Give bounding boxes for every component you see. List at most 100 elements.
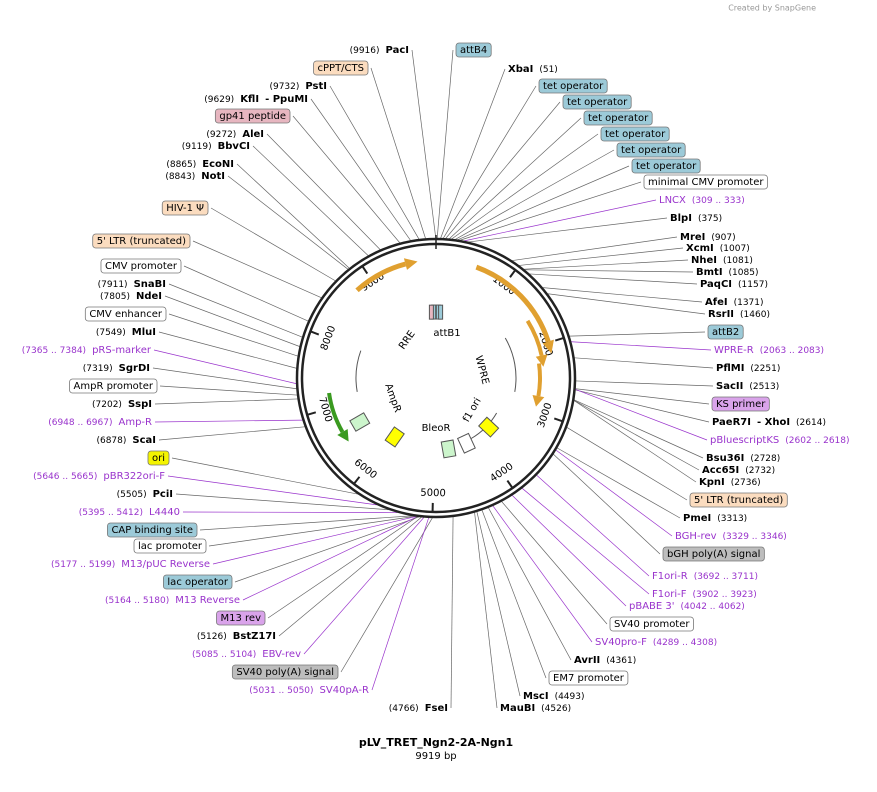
box: [69, 378, 158, 394]
leader-line: [575, 388, 710, 405]
leader-line: [512, 236, 678, 261]
enzyme-label: (5126) BstZ17I: [197, 631, 276, 642]
enzyme-label: BlpI (375): [670, 213, 722, 224]
label-name: BGH-rev: [675, 531, 717, 542]
feature-block: [384, 426, 405, 448]
box: [548, 670, 629, 686]
leader-line: [370, 67, 426, 239]
feature-arc: [475, 264, 551, 343]
label-position: (4289 .. 4308): [653, 638, 717, 648]
label-position: (51): [539, 65, 557, 75]
feature-box: KS primer: [711, 396, 770, 412]
enzyme-label: Acc65I (2732): [702, 465, 775, 476]
leader-line: [440, 68, 506, 239]
feature-box: tet operator: [562, 94, 632, 110]
leader-line: [542, 287, 703, 303]
primer-label: LNCX (309 .. 333): [659, 195, 745, 206]
label-position: (5085 .. 5104): [192, 650, 256, 660]
enzyme-label: (8843) NotI: [165, 171, 225, 182]
label-position: (6878): [96, 436, 126, 446]
feature-name: tet operator: [543, 81, 604, 92]
feature-box: tet operator: [616, 142, 686, 158]
label-name: ScaI: [132, 435, 156, 446]
label-name: pBABE 3': [629, 601, 675, 612]
feature-box: EM7 promoter: [548, 670, 629, 686]
feature-arc: [525, 319, 544, 356]
feature-box: cPPT/CTS: [313, 60, 369, 76]
leader-line: [547, 293, 706, 315]
label-alias: - XhoI: [757, 417, 790, 428]
leader-line: [519, 247, 684, 266]
feature-label: BleoR: [422, 423, 451, 434]
enzyme-label: (9629) KflI - PpuMI: [204, 94, 308, 105]
leader-line: [468, 217, 668, 243]
label-name: EcoNI: [202, 159, 234, 170]
label-name: XbaI: [508, 64, 533, 75]
label-position: (2513): [749, 382, 779, 392]
feature-name: SV40 promoter: [614, 619, 690, 630]
enzyme-label: AfeI (1371): [705, 297, 764, 308]
label-position: (2728): [750, 454, 780, 464]
box: [92, 233, 191, 249]
label-position: (4361): [606, 656, 636, 666]
feature-name: CAP binding site: [111, 525, 193, 536]
backbone: 100020003000400050006000700080009000RREa…: [295, 235, 577, 519]
label-name: PmeI: [683, 513, 711, 524]
leader-line: [574, 400, 700, 471]
label-position: (3329 .. 3346): [723, 532, 787, 542]
leader-line: [159, 385, 298, 396]
label-position: (7911): [98, 280, 128, 290]
feature-label: f1 ori: [461, 396, 484, 424]
label-position: (3692 .. 3711): [694, 572, 758, 582]
label-alias: - PpuMI: [265, 94, 308, 105]
label-position: (9272): [206, 130, 236, 140]
feature-box: AmpR promoter: [69, 378, 158, 394]
box: [214, 108, 291, 124]
leader-line: [267, 516, 418, 619]
primer-label: WPRE-R (2063 .. 2083): [714, 345, 824, 356]
enzyme-label: PflMI (2251): [716, 363, 780, 374]
inner-ring: [300, 242, 572, 514]
label-name: BmtI: [696, 267, 723, 278]
enzyme-label: RsrII (1460): [708, 309, 770, 320]
leader-line: [192, 240, 322, 299]
feature-name: CMV enhancer: [89, 309, 163, 320]
credit: Created by SnapGene: [728, 4, 816, 13]
feature-arc: [327, 392, 345, 433]
enzyme-label: (5505) PciI: [117, 489, 173, 500]
enzyme-label: MreI (907): [680, 232, 736, 243]
label-name: Amp-R: [119, 417, 153, 428]
box: [313, 60, 369, 76]
label-position: (5126): [197, 632, 227, 642]
label-name: PacI: [386, 45, 409, 56]
label-name: LNCX: [659, 195, 686, 206]
leader-line: [445, 101, 561, 239]
box: [711, 396, 770, 412]
label-position: (2063 .. 2083): [760, 346, 824, 356]
leader-line: [183, 265, 309, 322]
feature-name: AmpR promoter: [74, 381, 154, 392]
leader-line: [553, 453, 661, 555]
primer-label: (5395 .. 5412) L4440: [79, 507, 180, 518]
feature-arc: [536, 363, 542, 397]
label-name: pRS-marker: [92, 345, 152, 356]
leader-line: [521, 488, 650, 595]
box: [163, 574, 233, 590]
label-position: (6948 .. 6967): [48, 418, 112, 428]
leader-line: [212, 516, 416, 565]
label-name: RsrII: [708, 309, 734, 320]
label-position: (309 .. 333): [692, 196, 745, 206]
feature-block: [349, 412, 371, 432]
label-position: (7365 .. 7384): [22, 346, 86, 356]
feature-block: [478, 416, 500, 438]
label-position: (2602 .. 2618): [785, 436, 849, 446]
enzyme-label: (9272) AleI: [206, 129, 264, 140]
leader-line: [168, 283, 303, 338]
feature-box: tet operator: [538, 78, 608, 94]
leader-line: [158, 331, 297, 369]
ring-tick-label: 6000: [352, 457, 379, 481]
feature-name: attB2: [712, 327, 739, 338]
leader-line: [476, 511, 521, 697]
box: [689, 492, 788, 508]
